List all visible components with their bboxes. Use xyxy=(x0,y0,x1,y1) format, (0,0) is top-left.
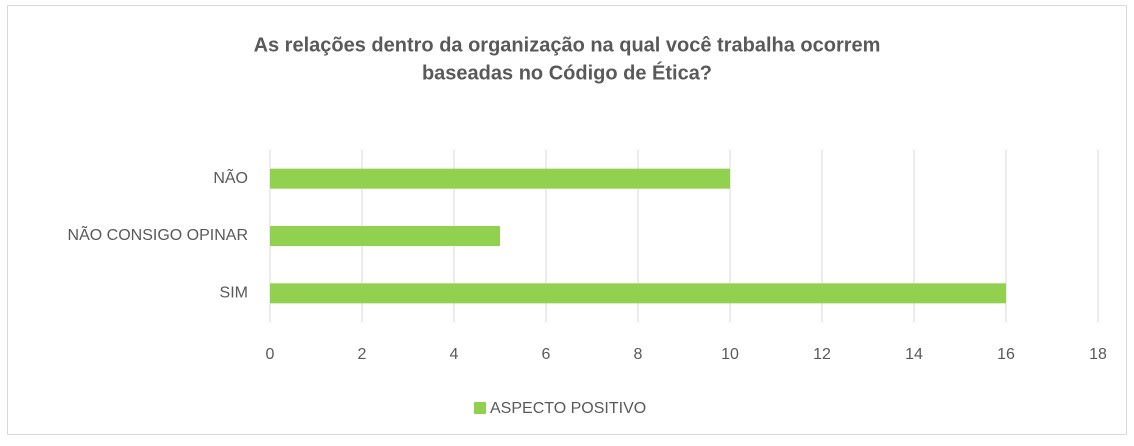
x-tick-label: 10 xyxy=(721,346,739,363)
y-tick-label: NÃO xyxy=(213,167,248,187)
legend-label: ASPECTO POSITIVO xyxy=(490,400,646,417)
x-tick-label: 12 xyxy=(813,346,831,363)
x-tick-label: 0 xyxy=(266,346,275,363)
x-tick-label: 14 xyxy=(905,346,923,363)
chart-border xyxy=(7,5,1127,435)
y-tick-label: SIM xyxy=(220,285,248,302)
x-tick-label: 18 xyxy=(1089,346,1107,363)
bar xyxy=(270,283,1006,304)
chart-title: As relações dentro da organização na qua… xyxy=(254,34,881,56)
x-tick-label: 8 xyxy=(634,346,643,363)
x-tick-label: 16 xyxy=(997,346,1015,363)
x-tick-label: 2 xyxy=(358,346,367,363)
bar xyxy=(270,168,730,189)
y-tick-label: NÃO CONSIGO OPINAR xyxy=(68,224,248,244)
chart-title: baseadas no Código de Ética? xyxy=(422,61,712,84)
bar xyxy=(270,226,500,246)
x-tick-label: 4 xyxy=(450,346,459,363)
x-tick-label: 6 xyxy=(542,346,551,363)
legend-swatch xyxy=(474,402,486,414)
